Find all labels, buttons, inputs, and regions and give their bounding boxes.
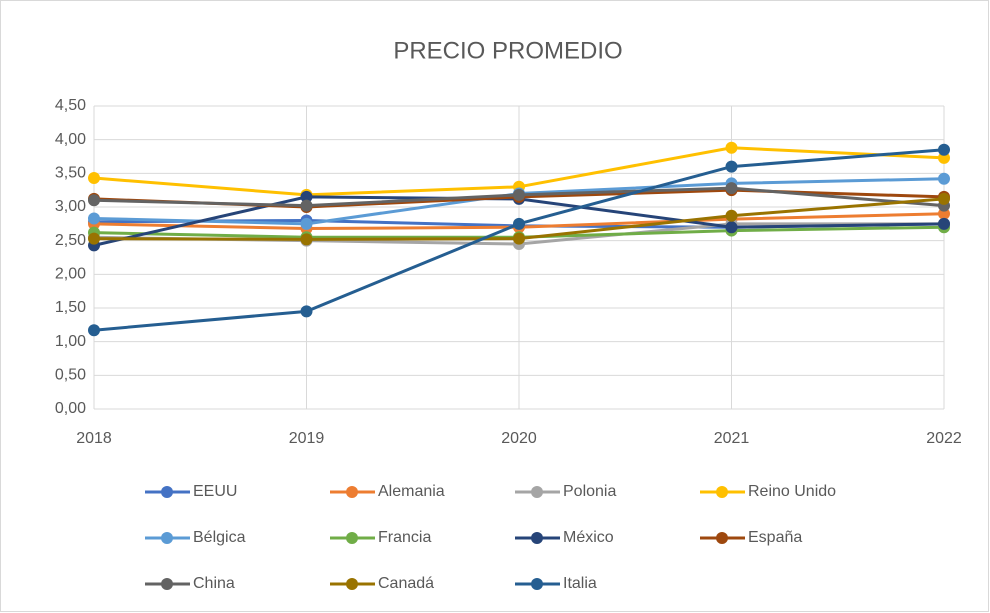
legend-label: España [748,529,802,546]
data-point [725,221,738,234]
y-tick-label: 3,00 [55,198,86,215]
data-point [513,232,525,245]
y-tick-label: 3,50 [55,165,86,182]
data-point [88,212,100,225]
legend-marker [716,532,728,544]
data-point [725,160,738,173]
x-tick-label: 2018 [76,430,112,447]
y-tick-label: 4,50 [55,97,86,114]
legend-label: Alemania [378,483,445,500]
legend-label: Francia [378,529,431,546]
data-point [513,217,525,230]
legend-label: Bélgica [193,529,246,546]
y-tick-label: 0,50 [55,367,86,384]
legend-marker [346,578,358,590]
data-point [938,143,950,156]
y-tick-label: 4,00 [55,131,86,148]
legend-marker [531,532,543,544]
legend-label: Reino Unido [748,483,836,500]
y-tick-label: 2,50 [55,232,86,249]
data-point [88,232,100,245]
data-point [300,305,313,318]
y-tick-label: 2,00 [55,266,86,283]
data-point [88,194,100,207]
data-point [300,233,313,246]
data-point [88,172,100,185]
legend-label: EEUU [193,483,237,500]
legend-label: México [563,529,614,546]
data-point [88,324,100,337]
legend-marker [161,532,173,544]
legend-label: Canadá [378,575,434,592]
legend-marker [346,486,358,498]
y-tick-label: 0,00 [55,400,86,417]
y-tick-label: 1,00 [55,333,86,350]
legend-marker [346,532,358,544]
data-point [513,188,525,201]
x-tick-label: 2021 [714,430,750,447]
legend-marker [161,486,173,498]
data-point [725,182,738,195]
x-tick-label: 2022 [926,430,962,447]
legend-label: Italia [563,575,597,592]
legend-marker [161,578,173,590]
data-point [938,192,950,205]
y-tick-label: 1,50 [55,299,86,316]
data-point [300,217,313,230]
x-tick-label: 2020 [501,430,537,447]
data-point [725,209,738,222]
data-point [938,172,950,185]
legend-label: Polonia [563,483,616,500]
x-tick-label: 2019 [289,430,325,447]
legend-marker [716,486,728,498]
data-point [300,199,313,212]
data-point [300,190,313,203]
legend-label: China [193,575,235,592]
legend-marker [531,486,543,498]
data-point [938,217,950,230]
legend-marker [531,578,543,590]
data-point [725,141,738,154]
chart-title: PRECIO PROMEDIO [393,37,622,64]
